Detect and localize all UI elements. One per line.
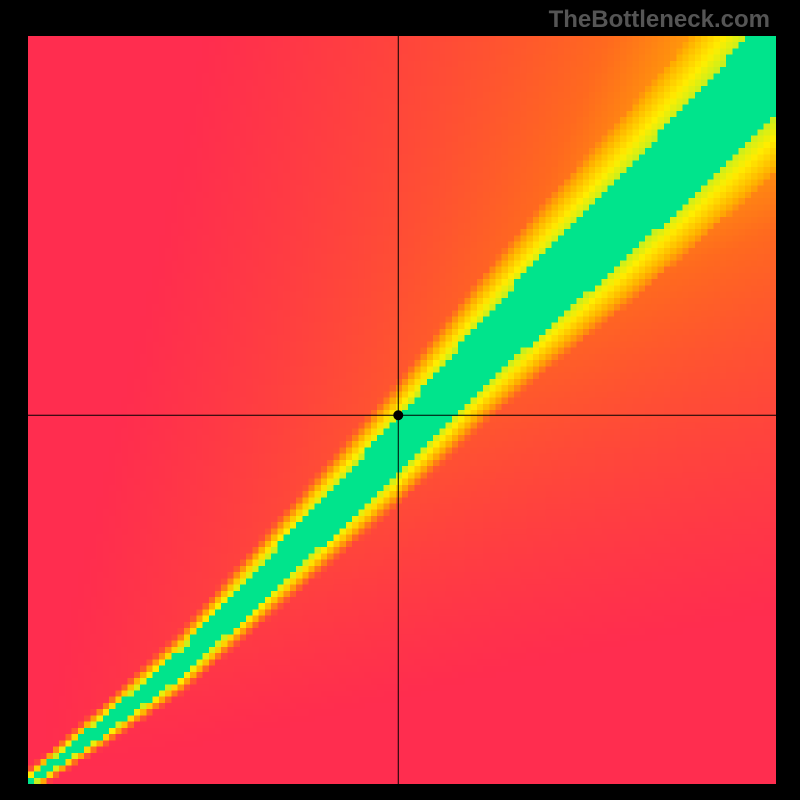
chart-container: TheBottleneck.com [0,0,800,800]
bottleneck-heatmap [28,36,776,784]
watermark-text: TheBottleneck.com [549,6,770,34]
